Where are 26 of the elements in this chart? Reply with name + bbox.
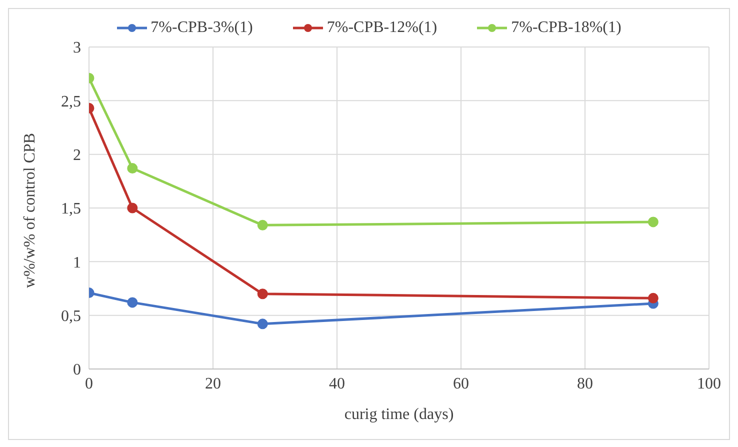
point: [257, 288, 268, 300]
point: [648, 292, 658, 304]
x-tick-label: 40: [329, 375, 345, 392]
x-tick-label: 0: [85, 375, 93, 392]
point: [257, 220, 268, 230]
y-tick-label: 3: [73, 40, 81, 57]
y-tick-label: 2: [73, 147, 81, 164]
point: [648, 216, 658, 228]
y-tick-label: 1: [73, 254, 81, 272]
point: [127, 202, 138, 214]
legend-label: 7%-CPB-3%(1): [150, 19, 253, 37]
point: [127, 163, 138, 174]
y-tick-label: 0,5: [61, 308, 81, 326]
y-tick-label: 0: [73, 362, 81, 379]
legend-label: 7%-CPB-12%(1): [326, 19, 438, 37]
x-tick-label: 20: [205, 375, 221, 392]
x-tick-label: 60: [453, 375, 469, 392]
y-axis-title: w%/w% of control CPB: [22, 132, 39, 288]
legend-label: 7%-CPB-18%(1): [511, 19, 622, 37]
x-tick-label: 80: [577, 375, 593, 392]
x-tick-label: 100: [697, 375, 721, 392]
y-tick-label: 1,5: [61, 200, 81, 218]
point: [127, 297, 138, 308]
point: [257, 318, 268, 330]
x-axis-title: curig time (days): [344, 406, 454, 423]
y-tick-label: 2,5: [61, 93, 81, 110]
